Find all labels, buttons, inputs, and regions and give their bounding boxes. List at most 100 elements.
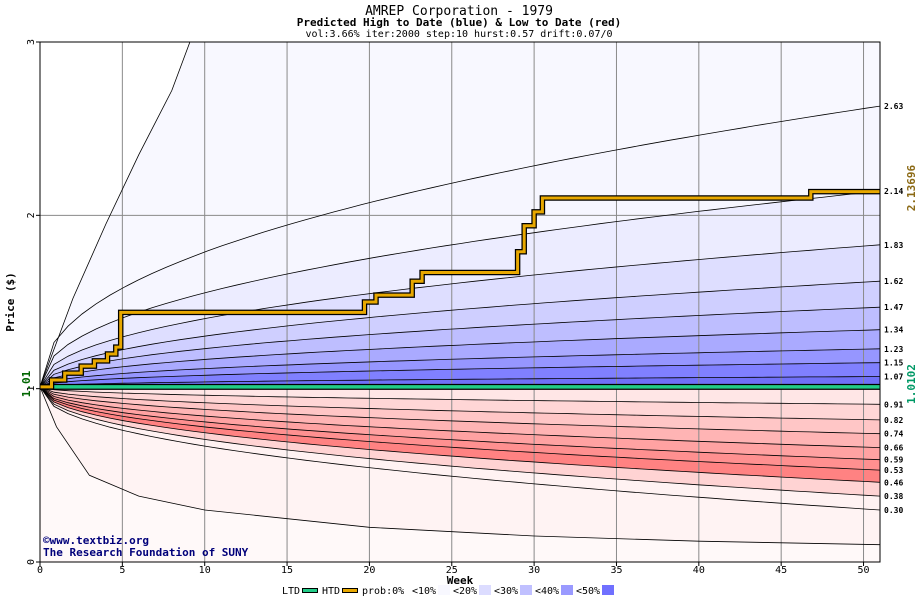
band-lower <box>40 386 880 420</box>
chart-title: AMREP Corporation - 1979 <box>365 4 553 19</box>
quantile-end-label: 0.59 <box>884 456 903 465</box>
legend-swatch <box>479 585 491 595</box>
quantile-line <box>39 386 881 497</box>
quantile-end-label: 1.23 <box>884 345 903 354</box>
quantile-lines <box>39 41 881 546</box>
last-value-label: 1.0102 <box>905 364 918 404</box>
quantile-end-label: 1.07 <box>884 373 903 382</box>
quantile-end-label: 1.62 <box>884 277 903 286</box>
band-upper <box>40 106 880 387</box>
quantile-line <box>39 105 881 388</box>
y-axis-title: Price ($) <box>4 272 17 332</box>
band-lower <box>40 386 880 460</box>
x-tick-label: 15 <box>281 565 293 576</box>
plot-frame <box>39 41 881 563</box>
quantile-end-label: 0.38 <box>884 492 903 501</box>
y-tick-label: 2 <box>26 212 37 218</box>
y-tick-label: 1 <box>26 386 37 392</box>
quantile-end-label: 0.91 <box>884 400 903 409</box>
quantile-line <box>39 386 881 483</box>
legend-label: <40% <box>535 586 559 597</box>
band-upper <box>40 307 880 387</box>
credit-organization: The Research Foundation of SUNY <box>43 546 249 559</box>
legend: LTD HTD prob:0% <10% <20% <30% <40% <50% <box>282 585 614 597</box>
quantile-end-label: 2.63 <box>884 102 903 111</box>
band-upper <box>40 329 880 387</box>
band-upper <box>40 362 880 387</box>
legend-swatch <box>343 589 357 592</box>
band-lower <box>40 386 880 483</box>
quantile-end-label: 0.66 <box>884 444 903 453</box>
quantile-line <box>39 362 881 388</box>
quantile-line <box>39 386 881 471</box>
chart-params: vol:3.66% iter:2000 step:10 hurst:0.57 d… <box>305 29 612 40</box>
quantile-line <box>39 376 881 388</box>
legend-swatch <box>520 585 532 595</box>
quantile-line <box>39 386 881 435</box>
quantile-line <box>39 190 881 388</box>
quantile-end-label: 1.34 <box>884 326 903 335</box>
legend-swatch <box>303 589 317 592</box>
band-lower <box>40 386 880 448</box>
legend-swatch <box>602 585 614 595</box>
quantile-line <box>39 306 881 388</box>
quantile-line <box>39 244 881 388</box>
start-value-label: 1.01 <box>20 370 33 397</box>
quantile-line <box>39 386 881 421</box>
quantile-line <box>39 386 881 448</box>
x-tick-label: 35 <box>610 565 622 576</box>
band-upper <box>40 191 880 387</box>
band-lower <box>40 386 880 434</box>
legend-label: <50% <box>576 586 600 597</box>
x-tick-label: 25 <box>446 565 458 576</box>
quantile-line-outer-upper <box>39 41 191 388</box>
band-upper <box>40 244 880 387</box>
legend-label: prob:0% <box>362 586 404 597</box>
y-tick-label: 0 <box>26 559 37 565</box>
htd-line <box>40 190 880 389</box>
x-tick-label: 40 <box>693 565 705 576</box>
x-tick-label: 0 <box>37 565 43 576</box>
band-lower-outer <box>40 386 880 545</box>
quantile-line <box>39 348 881 388</box>
x-tick-label: 50 <box>858 565 870 576</box>
last-high-label: 2.13696 <box>905 164 918 211</box>
quantile-end-label: 2.14 <box>884 187 903 196</box>
legend-label: <20% <box>453 586 477 597</box>
series-lines <box>40 188 880 390</box>
band-upper-outer <box>40 42 880 387</box>
legend-label: <30% <box>494 586 518 597</box>
quantile-line <box>39 386 881 405</box>
probability-bands <box>40 42 880 562</box>
quantile-end-label: 0.53 <box>884 466 903 475</box>
legend-label: LTD <box>282 586 300 597</box>
quantile-end-labels: 2.63 2.14 1.83 1.62 1.47 1.34 1.23 1.15 1.07 0.91… <box>884 102 903 515</box>
quantile-line <box>39 280 881 388</box>
quantile-end-label: 0.74 <box>884 430 903 439</box>
band-lower <box>40 386 880 510</box>
legend-swatch <box>438 585 450 595</box>
credit-website: ©www.textbiz.org <box>43 534 149 547</box>
axis-ticks: 0 5 10 15 20 25 30 35 40 45 50 0 1 2 3 <box>26 39 870 576</box>
x-axis-title: Week <box>447 574 474 587</box>
legend-swatch <box>561 585 573 595</box>
band-lower <box>40 386 880 471</box>
x-tick-label: 10 <box>199 565 211 576</box>
x-tick-label: 30 <box>528 565 540 576</box>
quantile-line <box>39 329 881 388</box>
quantile-end-label: 0.82 <box>884 416 903 425</box>
x-tick-label: 20 <box>363 565 375 576</box>
band-lower <box>40 386 880 405</box>
x-tick-label: 45 <box>775 565 787 576</box>
band-lower-edge <box>40 386 880 562</box>
y-tick-label: 3 <box>26 39 37 45</box>
quantile-end-label: 0.30 <box>884 506 903 515</box>
x-tick-label: 5 <box>119 565 125 576</box>
quantile-end-label: 1.15 <box>884 359 903 368</box>
quantile-end-label: 0.46 <box>884 478 903 487</box>
legend-label: <10% <box>412 586 436 597</box>
band-upper <box>40 281 880 387</box>
quantile-line-outer-lower <box>39 386 881 546</box>
band-lower <box>40 386 880 497</box>
